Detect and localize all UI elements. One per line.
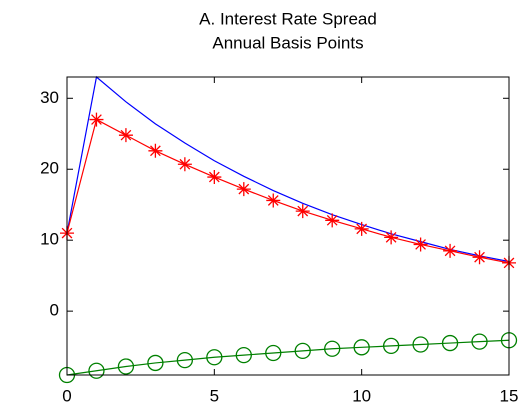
chart-title: A. Interest Rate Spread [199, 9, 377, 28]
marker [206, 349, 223, 366]
line [66, 339, 510, 376]
marker [353, 339, 370, 356]
marker [88, 362, 105, 379]
marker [207, 170, 222, 185]
marker [89, 112, 104, 127]
marker [295, 204, 310, 219]
marker [443, 243, 458, 258]
marker [235, 346, 252, 364]
marker [324, 340, 341, 357]
line [66, 75, 510, 263]
marker [354, 221, 369, 236]
line [66, 118, 510, 264]
marker [176, 351, 194, 369]
marker [472, 250, 487, 265]
marker [413, 237, 428, 252]
marker [441, 334, 459, 352]
marker [382, 337, 400, 355]
y-tick-label: 30 [40, 88, 59, 107]
x-tick-label: 0 [62, 386, 71, 405]
marker [117, 358, 135, 375]
plot-frame [66, 76, 510, 376]
x-tick-label: 10 [352, 386, 371, 405]
marker [412, 336, 429, 353]
y-tick-label: 10 [40, 230, 59, 249]
marker [471, 333, 488, 350]
marker [118, 128, 133, 143]
marker [147, 354, 164, 372]
y-tick-label: 20 [40, 159, 59, 178]
y-tick-label: 0 [50, 301, 59, 320]
marker [265, 344, 282, 362]
chart-subtitle: Annual Basis Points [212, 33, 363, 52]
marker [384, 230, 399, 245]
marker [177, 157, 192, 172]
marker [266, 193, 281, 208]
marker [294, 342, 311, 360]
marker [325, 213, 340, 228]
x-tick-label: 5 [210, 386, 219, 405]
marker [148, 143, 163, 158]
x-tick-label: 15 [500, 386, 519, 405]
marker [236, 182, 251, 197]
